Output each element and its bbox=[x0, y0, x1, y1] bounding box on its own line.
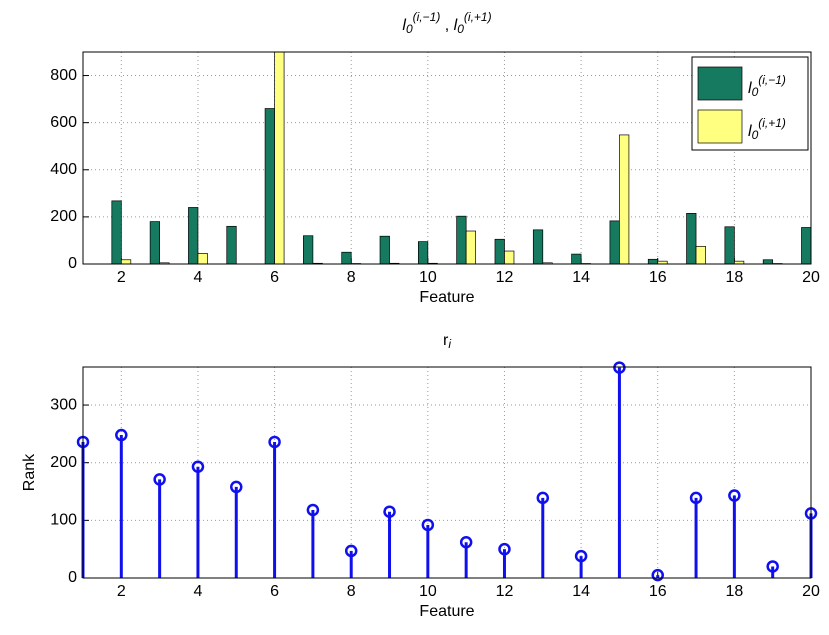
bar bbox=[264, 108, 275, 264]
bar bbox=[494, 238, 505, 264]
x-tick-label: 10 bbox=[419, 583, 437, 600]
x-axis-label: Feature bbox=[419, 603, 474, 620]
x-tick-label: 4 bbox=[193, 269, 202, 286]
x-tick-label: 20 bbox=[802, 583, 820, 600]
x-tick-label: 6 bbox=[270, 583, 279, 600]
bar bbox=[657, 260, 668, 264]
stem-marker bbox=[191, 460, 205, 473]
axes-frame bbox=[82, 366, 812, 579]
bar bbox=[341, 251, 352, 264]
y-tick-label: 200 bbox=[50, 208, 77, 225]
bar bbox=[504, 250, 515, 264]
stem-marker bbox=[766, 560, 779, 573]
bar bbox=[274, 52, 285, 264]
x-tick-label: 6 bbox=[270, 269, 279, 286]
stem-marker bbox=[344, 544, 358, 558]
x-tick-label: 18 bbox=[725, 269, 743, 286]
chart-title: l0(i,−1) , l0(i,+1) bbox=[402, 10, 491, 37]
marks bbox=[83, 52, 811, 264]
bar bbox=[465, 230, 477, 264]
bar bbox=[542, 262, 553, 264]
x-tick-label: 2 bbox=[117, 269, 126, 286]
bar bbox=[197, 253, 208, 264]
bar bbox=[762, 259, 774, 264]
stem-marker bbox=[498, 542, 511, 556]
y-tick-label: 100 bbox=[50, 512, 77, 529]
bar bbox=[609, 220, 620, 264]
y-tick-label: 200 bbox=[50, 454, 77, 471]
stem-marker bbox=[230, 480, 243, 494]
bar bbox=[695, 245, 706, 264]
y-tick-label: 800 bbox=[50, 67, 77, 84]
bar bbox=[724, 226, 735, 264]
bar bbox=[810, 254, 811, 264]
x-tick-label: 18 bbox=[725, 583, 743, 600]
bar bbox=[159, 262, 170, 264]
bar bbox=[734, 260, 745, 264]
bar bbox=[303, 235, 314, 264]
stem-marker bbox=[306, 503, 320, 517]
x-tick-label: 20 bbox=[802, 269, 820, 286]
bar bbox=[111, 200, 122, 264]
stem-marker bbox=[728, 489, 741, 502]
stem-marker bbox=[536, 491, 550, 505]
x-tick-label: 14 bbox=[572, 583, 590, 600]
x-tick-label: 8 bbox=[347, 269, 356, 286]
bar bbox=[226, 225, 237, 264]
bar bbox=[120, 259, 132, 264]
bar bbox=[532, 229, 544, 264]
bar bbox=[417, 241, 429, 264]
legend-label: l0(i,−1) bbox=[748, 73, 786, 100]
bar bbox=[647, 258, 659, 264]
bar bbox=[686, 213, 697, 264]
y-axis-label: Rank bbox=[21, 453, 38, 491]
x-axis-label: Feature bbox=[419, 289, 474, 306]
stem-marker bbox=[421, 518, 435, 532]
stem-marker bbox=[651, 568, 664, 582]
y-tick-label: 400 bbox=[50, 161, 77, 178]
y-tick-label: 0 bbox=[68, 569, 77, 586]
x-tick-label: 12 bbox=[496, 269, 514, 286]
x-tick-label: 8 bbox=[347, 583, 356, 600]
x-tick-label: 4 bbox=[193, 583, 202, 600]
legend-swatch bbox=[697, 109, 743, 144]
chart-title: ri bbox=[443, 332, 451, 351]
stem-marker bbox=[613, 361, 626, 374]
bar bbox=[149, 221, 160, 264]
stem-marker bbox=[459, 536, 473, 549]
bar bbox=[456, 215, 467, 264]
legend-swatch bbox=[697, 66, 743, 101]
legend-label: l0(i,+1) bbox=[748, 116, 786, 143]
stem-marker bbox=[689, 491, 703, 505]
bar bbox=[619, 134, 630, 264]
x-tick-label: 16 bbox=[649, 269, 667, 286]
stem-marker bbox=[268, 435, 281, 449]
x-tick-label: 10 bbox=[419, 269, 437, 286]
x-tick-label: 14 bbox=[572, 269, 590, 286]
stem-marker bbox=[153, 473, 166, 486]
plot-area bbox=[83, 367, 811, 578]
x-tick-label: 12 bbox=[496, 583, 514, 600]
stem-marker bbox=[383, 505, 396, 518]
bar bbox=[379, 235, 390, 264]
y-tick-label: 300 bbox=[50, 396, 77, 413]
bar bbox=[801, 227, 811, 264]
bar bbox=[571, 253, 582, 264]
x-tick-label: 2 bbox=[117, 583, 126, 600]
axes-frame bbox=[82, 51, 812, 265]
x-tick-label: 16 bbox=[649, 583, 667, 600]
stem-marker bbox=[574, 549, 588, 563]
stem-marker bbox=[115, 428, 128, 442]
bar bbox=[188, 207, 199, 264]
y-tick-label: 0 bbox=[68, 255, 77, 272]
y-tick-label: 600 bbox=[50, 114, 77, 131]
